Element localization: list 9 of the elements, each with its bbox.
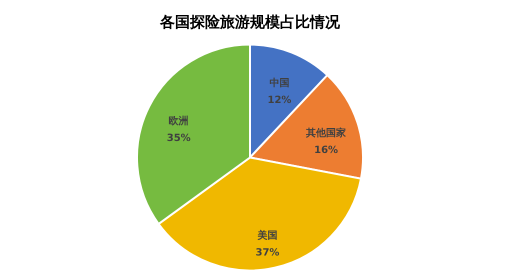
data-label: 12% [267, 95, 292, 106]
slice-label: 中国 [269, 77, 290, 90]
data-label: 35% [166, 133, 191, 144]
slice-label: 美国 [256, 230, 278, 242]
data-label: 37% [255, 248, 280, 259]
data-label: 16% [314, 144, 338, 156]
slice-label: 欧洲 [168, 115, 189, 128]
chart-title: 各国探险旅游规模占比情况 [159, 13, 341, 31]
slice-label: 其他国家 [305, 126, 346, 139]
